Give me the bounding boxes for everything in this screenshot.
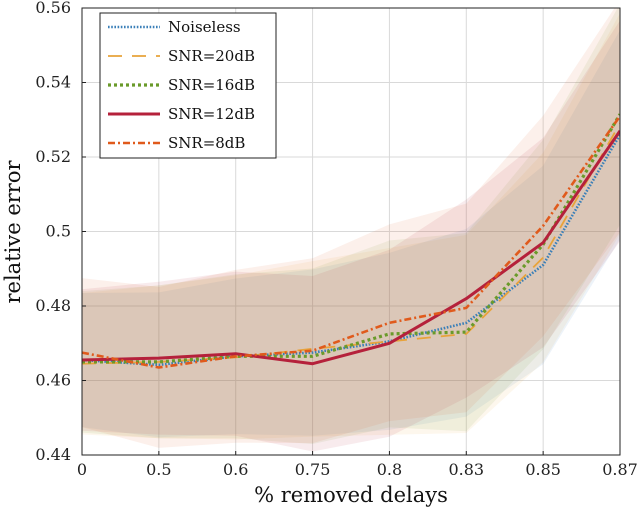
y-tick-label: 0.44 [35, 445, 71, 464]
legend-label: SNR=16dB [168, 76, 255, 94]
y-tick-label: 0.56 [35, 0, 71, 17]
series-band [82, 30, 620, 438]
legend-label: SNR=20dB [168, 47, 255, 65]
x-axis-ticks: 0 0.5 0.6 0.75 0.8 0.83 0.85 0.87 [77, 451, 638, 479]
x-tick-label: 0.87 [602, 460, 638, 479]
x-tick-label: 0.85 [525, 460, 561, 479]
y-tick-label: 0.5 [46, 222, 71, 241]
y-tick-label: 0.48 [35, 296, 71, 315]
y-tick-label: 0.52 [35, 147, 71, 166]
x-tick-label: 0.75 [295, 460, 331, 479]
y-axis-ticks: 0.44 0.46 0.48 0.5 0.52 0.54 0.56 [35, 0, 86, 464]
x-tick-label: 0.83 [448, 460, 484, 479]
series-band [82, 13, 620, 440]
x-tick-label: 0 [77, 460, 87, 479]
legend-label: SNR=8dB [168, 134, 245, 152]
series-band [82, 8, 620, 448]
series-lines [82, 113, 620, 369]
y-tick-label: 0.54 [35, 73, 71, 92]
series-line [82, 115, 620, 369]
x-axis-title: % removed delays [254, 483, 448, 507]
series-line [82, 130, 620, 366]
y-axis-title: relative error [1, 160, 25, 304]
series-line [82, 134, 620, 367]
legend-label: Noiseless [168, 18, 241, 36]
y-tick-label: 0.46 [35, 371, 71, 390]
x-tick-label: 0.6 [223, 460, 248, 479]
x-tick-label: 0.8 [377, 460, 402, 479]
legend: Noiseless SNR=20dB SNR=16dB SNR=12dB SNR=8dB [99, 12, 277, 159]
confidence-bands [82, 8, 620, 452]
series-band [82, 8, 620, 444]
series-line [82, 113, 620, 364]
legend-label: SNR=12dB [168, 105, 255, 123]
legend-box [99, 12, 277, 159]
x-tick-label: 0.5 [146, 460, 171, 479]
series-band [82, 20, 620, 452]
